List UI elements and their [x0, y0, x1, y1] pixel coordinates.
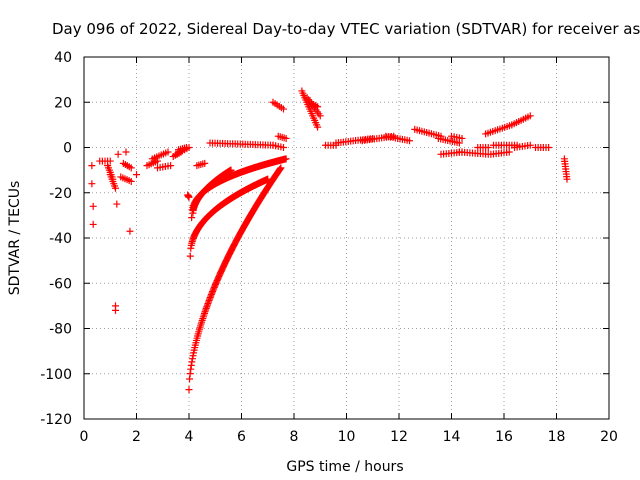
y-tick-label: 20: [54, 95, 72, 111]
data-point-marker: [112, 184, 119, 192]
data-point-marker: [316, 112, 324, 120]
data-point-marker: [314, 103, 322, 111]
data-point-marker: [167, 162, 175, 170]
data-points: [88, 87, 571, 394]
data-point-marker: [89, 220, 97, 228]
y-tick-label: -20: [49, 186, 72, 202]
data-point-marker: [563, 175, 571, 183]
data-point-marker: [164, 148, 172, 156]
data-point-marker: [114, 150, 122, 158]
chart-title: Day 096 of 2022, Sidereal Day-to-day VTE…: [52, 20, 640, 38]
data-point-marker: [277, 164, 285, 172]
data-point-marker: [112, 306, 119, 314]
data-point-marker: [282, 155, 290, 163]
data-point-marker: [458, 134, 466, 142]
x-tick-label: 4: [185, 429, 194, 445]
data-point-marker: [280, 144, 287, 151]
data-point-marker: [505, 148, 513, 156]
data-point-marker: [406, 137, 413, 145]
y-tick-label: 40: [54, 50, 72, 66]
y-tick-label: -120: [40, 412, 72, 428]
data-point-marker: [88, 162, 96, 170]
data-point-marker: [545, 144, 553, 151]
x-tick-label: 0: [80, 429, 89, 445]
data-point-marker: [88, 180, 96, 188]
x-tick-label: 10: [338, 429, 356, 445]
x-tick-label: 12: [390, 429, 408, 445]
data-point-marker: [154, 157, 161, 165]
x-tick-label: 16: [495, 429, 513, 445]
y-tick-label: -100: [40, 367, 72, 383]
data-point-marker: [126, 227, 134, 235]
x-tick-label: 2: [132, 429, 141, 445]
y-axis-label: SDTVAR / TECUs: [7, 181, 23, 296]
x-axis-label: GPS time / hours: [286, 459, 403, 475]
data-point-marker: [526, 112, 534, 120]
data-point-marker: [264, 175, 272, 183]
data-point-marker: [106, 157, 114, 165]
data-point-marker: [201, 159, 209, 167]
data-point-marker: [314, 123, 322, 131]
axis-ticks: 0 2 4 6 8 10 12 14 16 18 20 -120 -100 -80 -60 -40 -20 0 20…: [40, 50, 618, 445]
data-point-marker: [133, 171, 140, 179]
data-point-marker: [282, 134, 290, 142]
data-point-marker: [526, 141, 534, 149]
data-point-marker: [89, 202, 97, 210]
x-tick-label: 20: [600, 429, 618, 445]
data-point-marker: [185, 193, 193, 201]
x-tick-label: 14: [443, 429, 461, 445]
y-tick-label: -80: [49, 322, 72, 338]
x-tick-label: 6: [237, 429, 246, 445]
y-tick-label: -60: [49, 276, 72, 292]
data-point-marker: [188, 214, 196, 222]
data-point-marker: [127, 164, 135, 172]
data-point-marker: [227, 166, 235, 174]
data-point-marker: [185, 386, 193, 394]
data-point-marker: [113, 200, 121, 208]
data-point-marker: [186, 252, 194, 260]
y-tick-label: -40: [49, 231, 72, 247]
data-point-marker: [127, 177, 135, 185]
data-point-marker: [280, 105, 287, 113]
data-point-marker: [122, 148, 130, 156]
data-point-marker: [182, 144, 190, 151]
grid: [84, 57, 609, 419]
y-tick-label: 0: [63, 141, 72, 157]
data-point-marker: [484, 144, 492, 151]
x-tick-label: 18: [548, 429, 566, 445]
x-tick-label: 8: [290, 429, 299, 445]
